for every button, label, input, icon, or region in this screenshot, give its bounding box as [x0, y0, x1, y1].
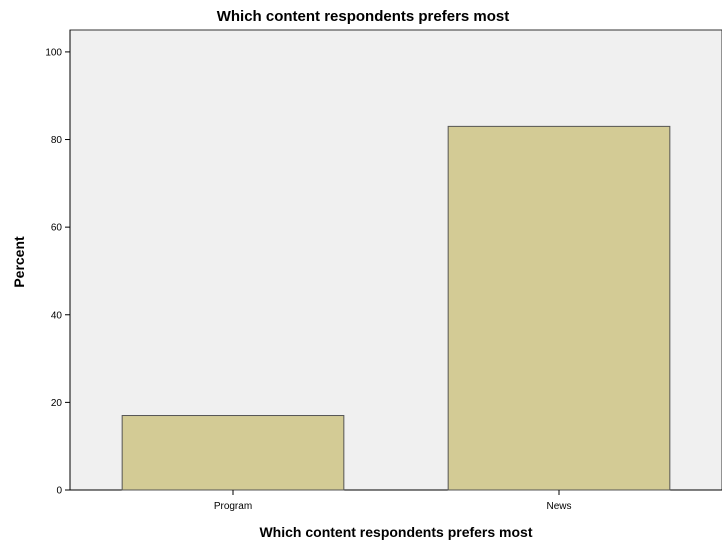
x-tick-label-news: News: [546, 501, 571, 512]
y-axis-title: Percent: [11, 236, 27, 288]
y-axis-ticks: 0 20 40 60 80 100: [45, 47, 70, 497]
x-tick-label-program: Program: [214, 501, 252, 512]
chart-title: Which content respondents prefers most: [217, 8, 510, 25]
bar-news: [447, 125, 671, 491]
y-tick-label: 0: [56, 486, 62, 497]
x-axis-ticks: Program News: [214, 490, 572, 512]
y-tick-label: 20: [51, 398, 63, 409]
bar-program: [121, 415, 345, 491]
y-tick-label: 100: [45, 47, 62, 58]
y-tick-label: 80: [51, 135, 63, 146]
x-axis-title: Which content respondents prefers most: [259, 524, 532, 540]
y-tick-label: 40: [51, 310, 63, 321]
bars-group: [121, 125, 671, 491]
y-tick-label: 60: [51, 223, 63, 234]
